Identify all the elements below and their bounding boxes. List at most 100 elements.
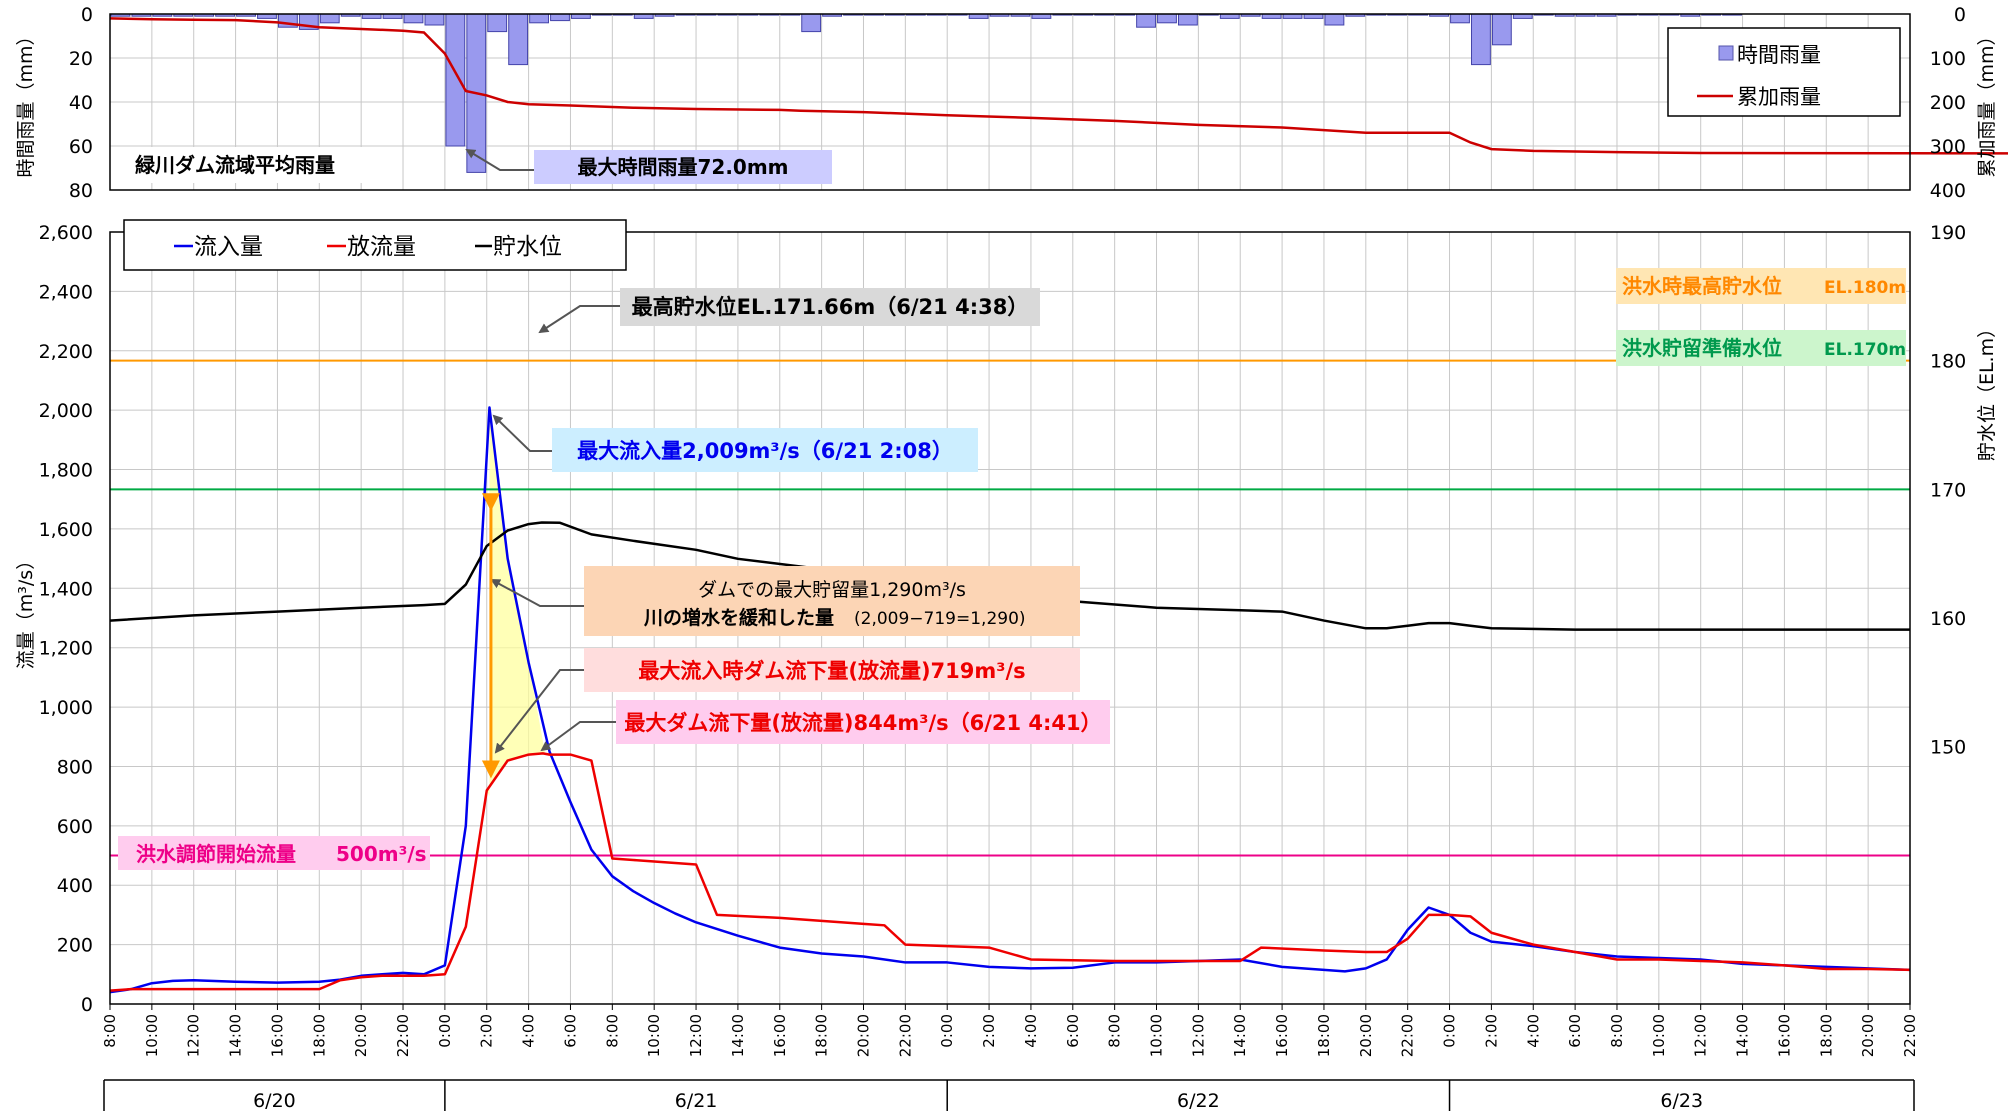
x-tick-label: 8:00: [1608, 1014, 1626, 1048]
date-row: 6/20 6/21 6/22 6/23: [103, 1079, 1915, 1111]
date-label: 6/23: [1660, 1090, 1703, 1111]
rain-chart-title: 緑川ダム流域平均雨量: [135, 153, 335, 177]
flow-left-tick-label: 600: [57, 816, 93, 838]
rain-right-ticks: 0 100 200 300 400: [1930, 4, 1966, 202]
max-level-annotation: 最高貯水位EL.171.66m（6/21 4:38）: [632, 295, 1029, 319]
flow-left-tick-label: 1,600: [39, 519, 93, 541]
x-tick-label: 12:00: [185, 1014, 203, 1057]
flow-right-tick-label: 170: [1930, 479, 1966, 501]
rain-bar: [1471, 13, 1491, 66]
max-inflow-annotation: 最大流入量2,009m³/s（6/21 2:08）: [577, 439, 953, 463]
rain-cumulative-line: [109, 17, 2008, 155]
rain-right-axis-label: 累加雨量（mm）: [1976, 26, 1998, 177]
x-tick-label: 12:00: [1692, 1014, 1710, 1057]
rain-left-tick-label: 20: [69, 48, 93, 70]
flow-right-axis-label: 貯水位（EL.m）: [1976, 319, 1998, 461]
max-level-annotation-box: [620, 288, 1040, 326]
x-tick-label: 6:00: [1064, 1014, 1082, 1048]
flow-right-tick-label: 150: [1930, 737, 1966, 759]
max-flood-level-label: 洪水時最高貯水位: [1622, 274, 1782, 298]
legend-level: 貯水位: [493, 234, 562, 260]
rain-left-axis-label: 時間雨量（mm）: [15, 26, 37, 177]
rain-bar: [424, 13, 445, 26]
x-tick-label: 8:00: [1106, 1014, 1124, 1048]
x-tick-label: 14:00: [1231, 1014, 1249, 1057]
x-tick-label: 2:00: [1482, 1014, 1500, 1048]
flow-left-tick-label: 400: [57, 875, 93, 897]
x-tick-label: 8:00: [603, 1014, 621, 1048]
legend-inflow: 流入量: [194, 234, 263, 260]
x-tick-label: 20:00: [352, 1014, 370, 1057]
rain-left-ticks: 0 20 40 60 80: [69, 4, 93, 202]
max-outflow-pointer: [540, 721, 616, 752]
x-tick-label: 14:00: [227, 1014, 245, 1057]
legend-cumulative-rain: 累加雨量: [1737, 85, 1821, 109]
storage-annotation-formula: (2,009−719=1,290): [854, 609, 1026, 629]
max-flood-level-value: EL.180m: [1824, 278, 1906, 298]
rain-chart-grid: [109, 14, 1911, 190]
max-level-pointer: [538, 305, 620, 334]
max-hourly-rain-label-box: [534, 150, 832, 184]
flow-left-ticks: 0 200 400 600 800 1,000 1,200 1,400 1,600 1,800 2,…: [39, 222, 93, 1016]
legend-bar-swatch: [1718, 45, 1734, 61]
x-tick-label: 10:00: [1148, 1014, 1166, 1057]
rain-plot-frame: [109, 13, 1911, 191]
date-label: 6/20: [253, 1090, 296, 1111]
outflow-at-peak-pointer: [494, 669, 584, 754]
rain-right-tick-label: 200: [1930, 92, 1966, 114]
max-hourly-rain-label: 最大時間雨量72.0mm: [577, 155, 788, 179]
rain-bar: [403, 13, 424, 24]
storage-annotation-line1: ダムでの最大貯留量1,290m³/s: [698, 579, 966, 601]
x-tick-label: 22:00: [394, 1014, 412, 1057]
rain-bar: [445, 13, 466, 147]
rain-bar: [801, 13, 822, 33]
series-line: [109, 406, 1911, 994]
legend-outflow: 放流量: [347, 234, 416, 260]
x-tick-label: 2:00: [478, 1014, 496, 1048]
rain-bar: [1136, 13, 1156, 28]
rain-right-tick-label: 100: [1930, 48, 1966, 70]
max-inflow-pointer: [492, 414, 552, 452]
x-tick-label: 10:00: [645, 1014, 663, 1057]
x-tick-label: 18:00: [813, 1014, 831, 1057]
x-tick-label: 20:00: [1859, 1014, 1877, 1057]
x-tick-label: 20:00: [854, 1014, 872, 1057]
rain-bar: [529, 13, 549, 24]
outflow-at-peak-annotation-box: [584, 648, 1080, 692]
x-tick-label: 0:00: [938, 1014, 956, 1048]
flow-left-tick-label: 2,000: [39, 400, 93, 422]
rain-bar: [319, 13, 340, 24]
rain-bar: [487, 13, 508, 33]
flow-left-tick-label: 1,000: [39, 697, 93, 719]
date-label: 6/22: [1177, 1090, 1220, 1111]
flow-left-tick-label: 1,200: [39, 638, 93, 660]
flow-left-axis-label: 流量（m³/s）: [15, 551, 37, 669]
flow-right-tick-label: 180: [1930, 351, 1966, 373]
x-tick-label: 10:00: [143, 1014, 161, 1057]
x-tick-label: 16:00: [771, 1014, 789, 1057]
rain-bar: [1177, 13, 1198, 26]
x-tick-label: 6:00: [561, 1014, 579, 1048]
max-outflow-annotation: 最大ダム流下量(放流量)844m³/s（6/21 4:41）: [624, 711, 1101, 735]
x-tick-label: 8:00: [101, 1014, 119, 1048]
x-tick-label: 0:00: [436, 1014, 454, 1048]
x-tick-label: 22:00: [1901, 1014, 1919, 1057]
flood-storage-level-value: EL.170m: [1824, 340, 1906, 360]
flow-legend: 流入量 放流量 貯水位: [123, 219, 627, 271]
x-tick-label: 12:00: [687, 1014, 705, 1057]
x-tick-label: 4:00: [1524, 1014, 1542, 1048]
x-tick-label: 14:00: [729, 1014, 747, 1057]
x-tick-label: 16:00: [1775, 1014, 1793, 1057]
max-inflow-annotation-box: [552, 428, 978, 472]
storage-annotation-box: [584, 566, 1080, 636]
flood-control-start-value: 500m³/s: [336, 842, 427, 866]
rain-left-tick-label: 60: [69, 136, 93, 158]
rain-right-tick-label: 400: [1930, 180, 1966, 202]
x-tick-label: 18:00: [310, 1014, 328, 1057]
x-tick-label: 18:00: [1315, 1014, 1333, 1057]
flow-left-tick-label: 2,400: [39, 281, 93, 303]
flow-left-tick-label: 800: [57, 756, 93, 778]
flow-left-tick-label: 1,800: [39, 460, 93, 482]
flow-plot-frame: [109, 231, 1911, 1005]
x-tick-label: 12:00: [1189, 1014, 1207, 1057]
